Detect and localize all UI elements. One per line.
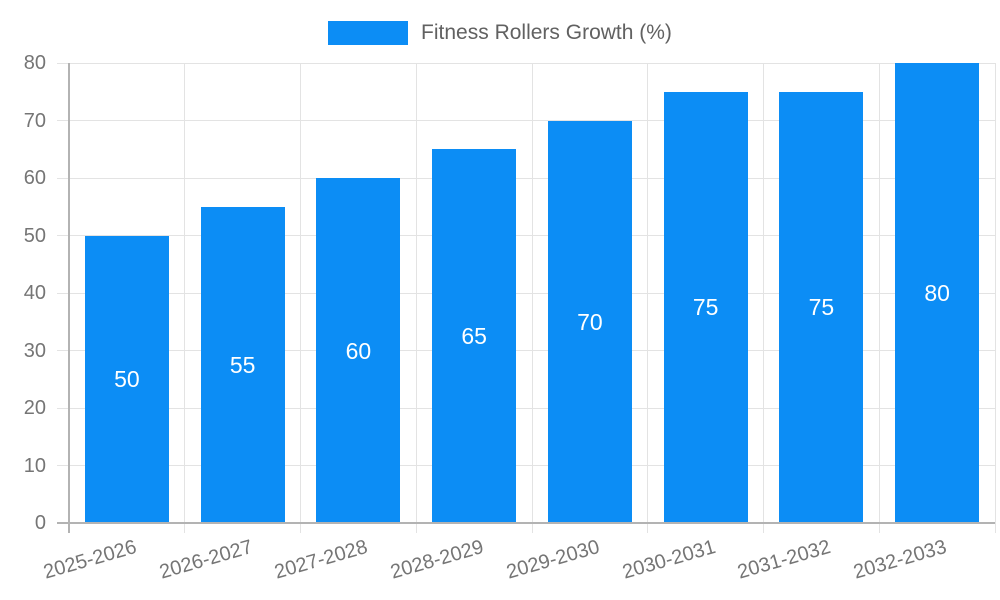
x-gridline [184, 63, 186, 533]
y-gridline [57, 292, 995, 294]
y-gridline [57, 120, 995, 121]
y-gridline [57, 62, 995, 64]
bar-2031-2032[interactable] [779, 91, 864, 523]
bar-value-label: 50 [114, 366, 140, 393]
x-axis-baseline [57, 522, 995, 524]
chart-legend: Fitness Rollers Growth (%) [0, 18, 1000, 48]
x-gridline [531, 63, 533, 533]
y-gridline [57, 350, 995, 351]
y-axis-tick-label: 60 [23, 167, 46, 189]
bar-2027-2028[interactable] [316, 178, 401, 523]
y-axis-tick-label: 20 [23, 397, 46, 419]
bar-2026-2027[interactable] [200, 206, 285, 523]
legend-color-swatch [328, 21, 409, 45]
bar-2025-2026[interactable] [84, 235, 169, 523]
y-axis-tick-label: 30 [23, 339, 46, 362]
y-axis-tick-label: 0 [34, 512, 46, 534]
bar-value-label: 60 [345, 337, 372, 364]
bar-2032-2033[interactable] [895, 63, 980, 523]
x-gridline [415, 63, 417, 533]
y-axis-tick-label: 50 [23, 224, 46, 247]
y-axis-line [68, 63, 70, 533]
bar-value-label: 75 [808, 294, 835, 321]
y-gridline [57, 177, 995, 179]
bar-value-label: 80 [924, 280, 950, 306]
x-gridline [763, 63, 764, 533]
bar-2028-2029[interactable] [432, 149, 517, 523]
x-gridline [878, 63, 880, 533]
bar-value-label: 75 [692, 294, 719, 321]
bar-value-label: 70 [577, 308, 603, 335]
y-gridline [57, 235, 995, 236]
y-gridline [57, 465, 995, 466]
y-gridline [57, 407, 995, 409]
legend-item[interactable]: Fitness Rollers Growth (%) [328, 21, 672, 45]
y-axis-tick-label: 10 [23, 454, 46, 477]
x-gridline [300, 63, 301, 533]
y-axis-tick-label: 80 [23, 52, 46, 74]
bar-value-label: 65 [461, 323, 487, 350]
bar-value-label: 55 [229, 351, 256, 378]
bar-2029-2030[interactable] [547, 120, 632, 523]
y-axis-tick-label: 40 [23, 282, 46, 304]
x-gridline [994, 63, 996, 533]
bar-2030-2031[interactable] [663, 91, 748, 523]
x-gridline [647, 63, 649, 533]
y-axis-tick-label: 70 [23, 109, 46, 132]
legend-series-label: Fitness Rollers Growth (%) [421, 21, 672, 44]
